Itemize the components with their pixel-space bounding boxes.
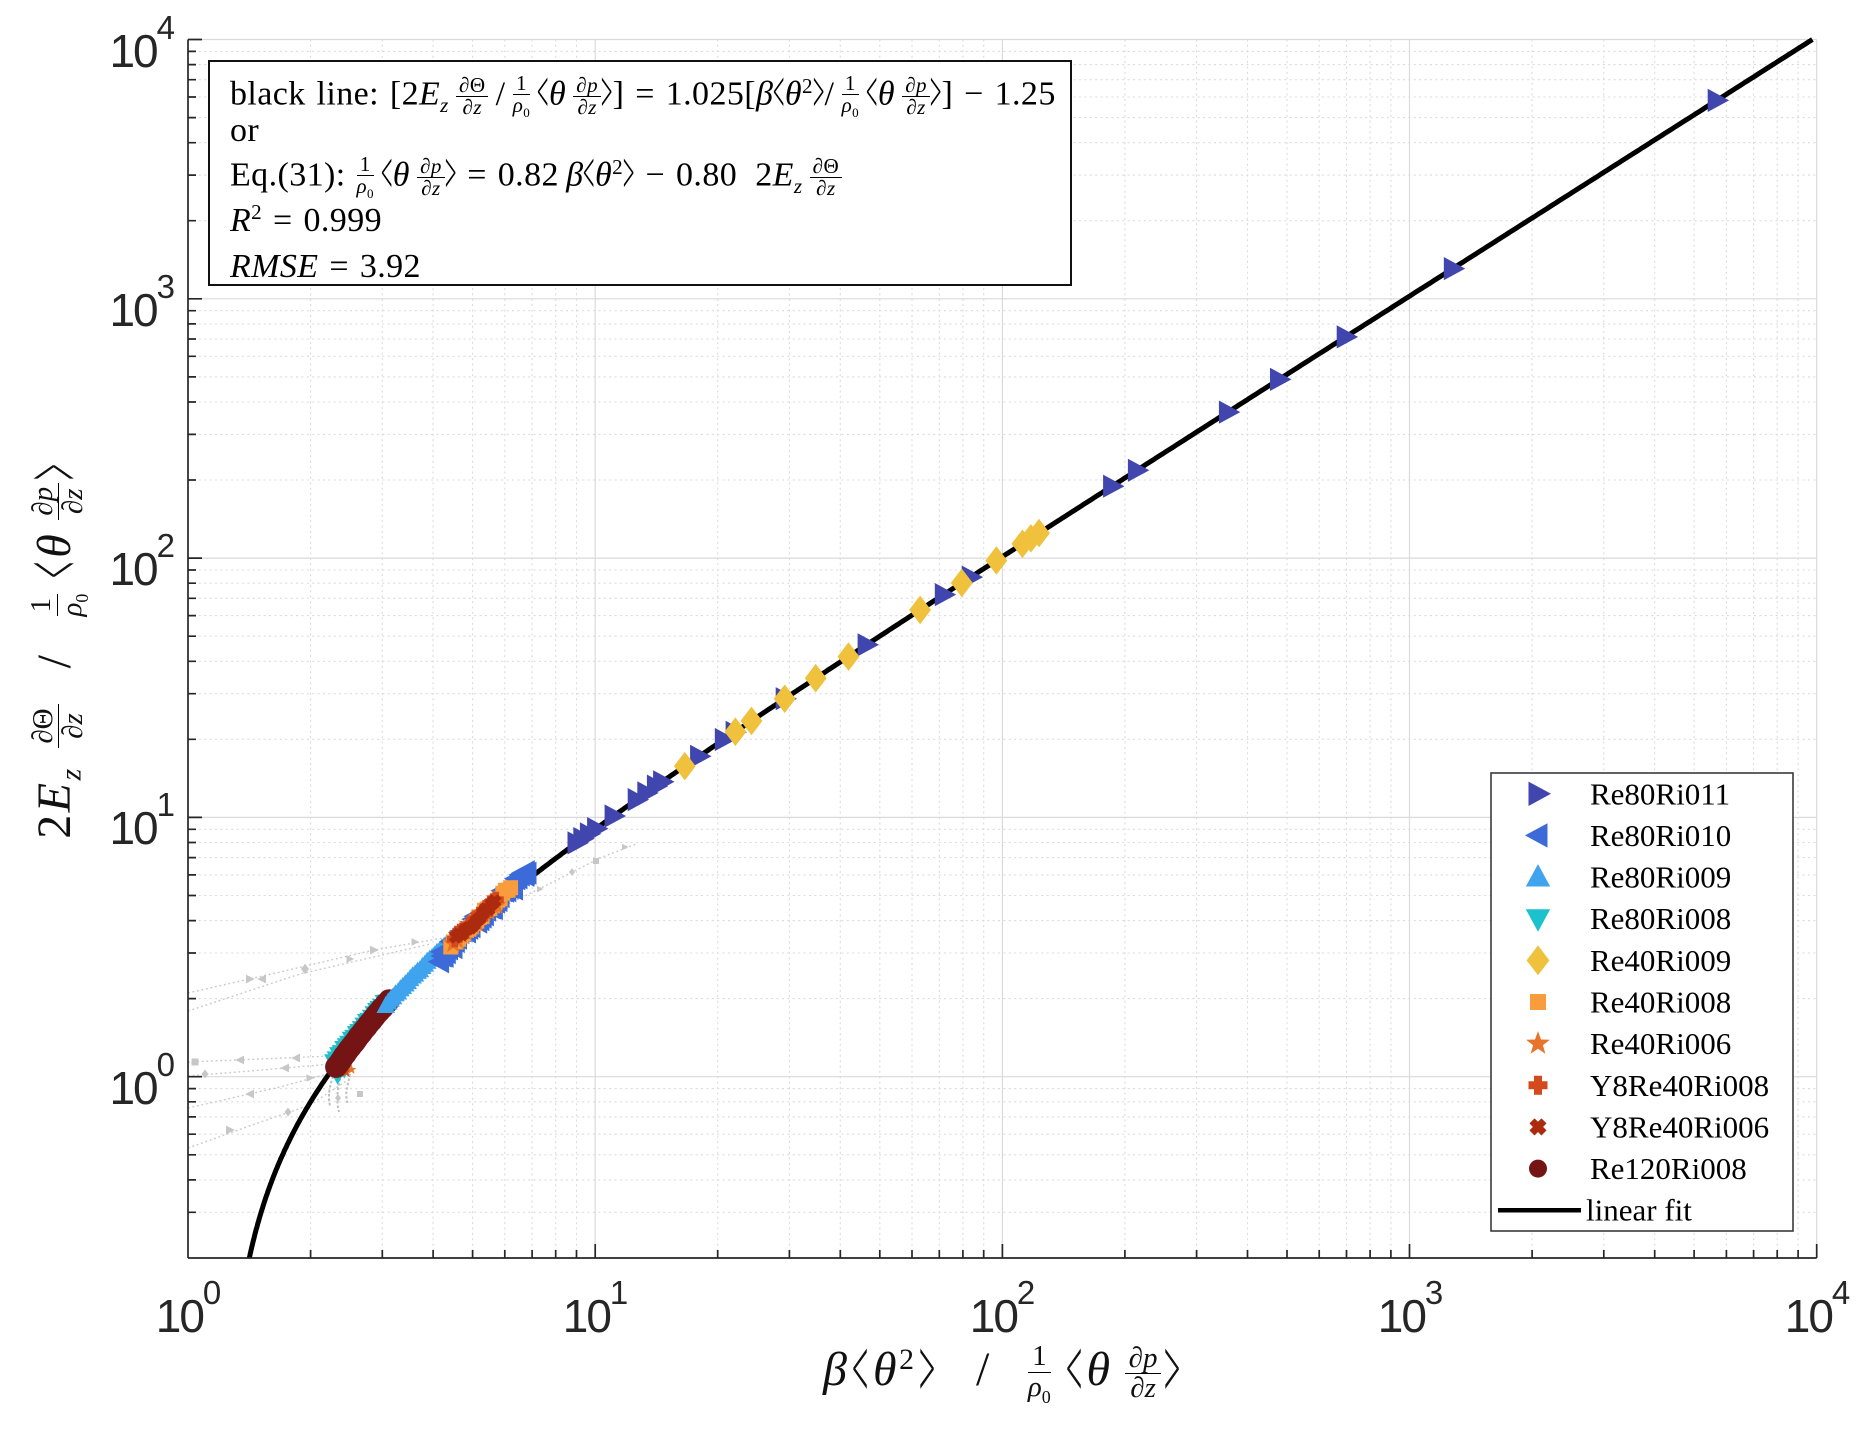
svg-text:Re80Ri008: Re80Ri008 (1590, 901, 1731, 936)
svg-text:Re40Ri006: Re40Ri006 (1590, 1026, 1731, 1061)
svg-text:Y8Re40Ri008: Y8Re40Ri008 (1590, 1068, 1769, 1103)
svg-text:Re120Ri008: Re120Ri008 (1590, 1151, 1747, 1186)
svg-text:Re40Ri008: Re40Ri008 (1590, 985, 1731, 1020)
svg-text:Re80Ri010: Re80Ri010 (1590, 818, 1731, 853)
svg-text:Y8Re40Ri006: Y8Re40Ri006 (1590, 1109, 1769, 1144)
svg-text:Re80Ri011: Re80Ri011 (1590, 776, 1730, 811)
svg-text:Re80Ri009: Re80Ri009 (1590, 860, 1731, 895)
svg-text:linear fit: linear fit (1586, 1193, 1692, 1228)
svg-text:Re40Ri009: Re40Ri009 (1590, 943, 1731, 978)
